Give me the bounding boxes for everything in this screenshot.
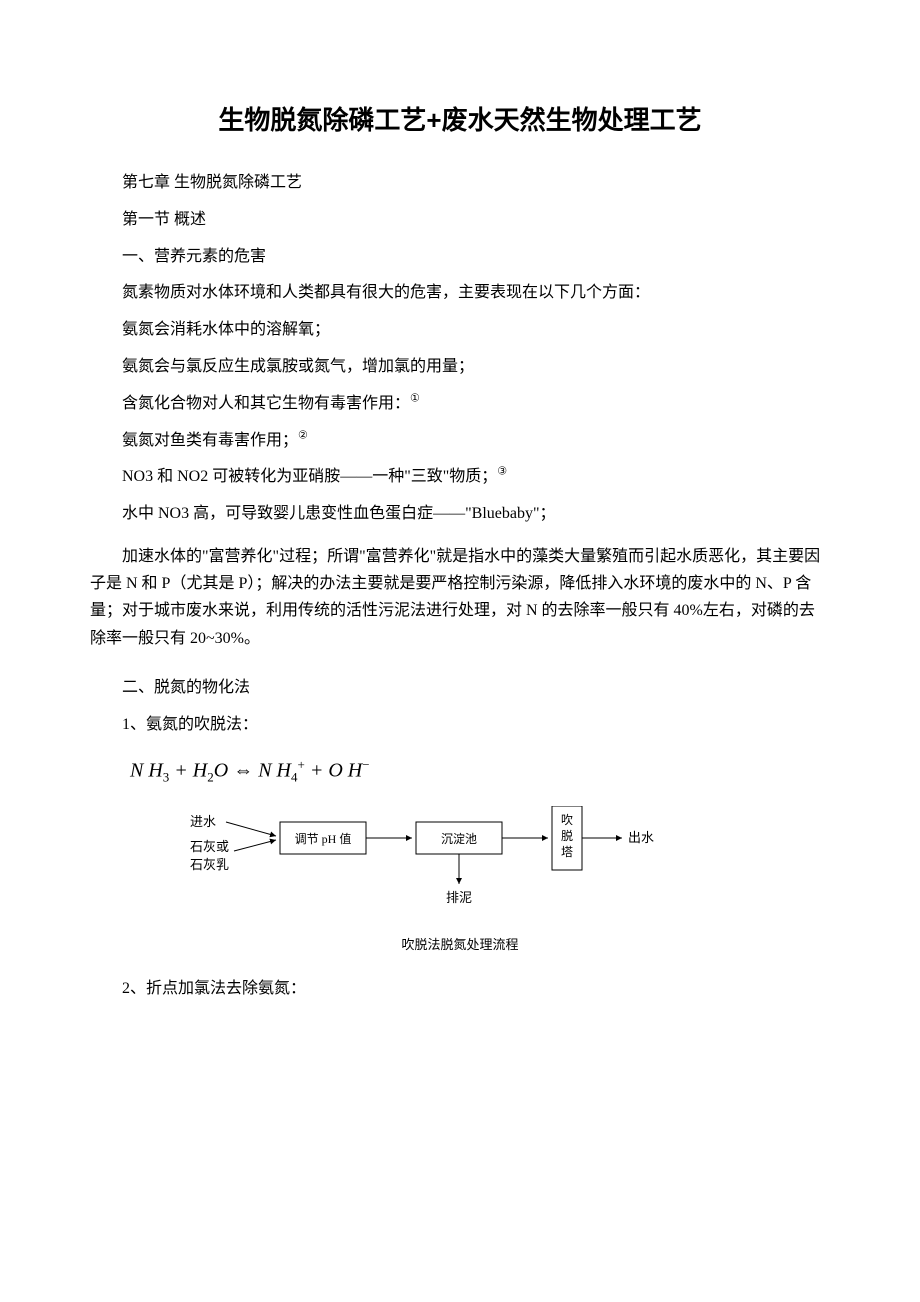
flow-label-lime: 石灰或 — [190, 839, 229, 854]
circled-number-icon: ③ — [497, 466, 507, 478]
circled-number-icon: ② — [298, 429, 308, 441]
flow-box-label: 脱 — [561, 828, 573, 843]
formula-part: H — [193, 760, 207, 782]
flow-label-inflow: 进水 — [190, 814, 216, 829]
formula-sup: + — [298, 757, 305, 772]
flow-label-lime: 石灰乳 — [190, 857, 229, 872]
page-title: 生物脱氮除磷工艺+废水天然生物处理工艺 — [90, 100, 830, 137]
flow-box-label: 沉淀池 — [441, 832, 477, 846]
flow-box-label: 吹 — [561, 813, 573, 827]
body-text: NO3 和 NO2 可被转化为亚硝胺——一种"三致"物质； — [122, 468, 497, 485]
flowchart-diagram: 进水 石灰或 石灰乳 调节 pH 值 沉淀池 吹 脱 塔 出水 排泥 — [190, 806, 830, 926]
body-line: 1、氨氮的吹脱法： — [90, 707, 830, 744]
body-text: 含氮化合物对人和其它生物有毒害作用： — [122, 395, 410, 412]
equilibrium-arrow-icon: ⇔ — [233, 760, 253, 782]
flow-label-sludge: 排泥 — [446, 890, 472, 905]
formula-sub: 3 — [163, 770, 170, 785]
formula-part: N H — [258, 760, 291, 782]
diagram-caption: 吹脱法脱氮处理流程 — [90, 934, 830, 953]
body-line: 含氮化合物对人和其它生物有毒害作用：① — [90, 386, 830, 423]
flow-arrow-icon — [226, 822, 276, 836]
flow-box-label: 塔 — [561, 845, 573, 859]
chemical-formula: N H3 + H2O ⇔ N H4+ + O H− — [130, 757, 830, 786]
flow-box-label: 调节 pH 值 — [295, 831, 352, 846]
body-text: 氨氮对鱼类有毒害作用； — [122, 432, 298, 449]
flowchart-svg: 进水 石灰或 石灰乳 调节 pH 值 沉淀池 吹 脱 塔 出水 排泥 — [190, 806, 690, 926]
body-line: 水中 NO3 高，可导致婴儿患变性血色蛋白症——"Bluebaby"； — [90, 496, 830, 533]
formula-part: O — [214, 760, 228, 782]
formula-part: + — [174, 760, 188, 782]
body-line: 氨氮会与氯反应生成氯胺或氮气，增加氯的用量； — [90, 349, 830, 386]
body-line: 氮素物质对水体环境和人类都具有很大的危害，主要表现在以下几个方面： — [90, 275, 830, 312]
body-line: 2、折点加氯法去除氨氮： — [90, 971, 830, 1008]
body-paragraph: 加速水体的"富营养化"过程；所谓"富营养化"就是指水中的藻类大量繁殖而引起水质恶… — [90, 543, 830, 652]
subsection-1: 一、营养元素的危害 — [90, 239, 830, 276]
formula-part: O H — [328, 760, 362, 782]
chapter-heading: 第七章 生物脱氮除磷工艺 — [90, 165, 830, 202]
formula-part: N H — [130, 760, 163, 782]
section-heading: 第一节 概述 — [90, 202, 830, 239]
body-line: 氨氮对鱼类有毒害作用；② — [90, 423, 830, 460]
body-line: 氨氮会消耗水体中的溶解氧； — [90, 312, 830, 349]
subsection-2: 二、脱氮的物化法 — [90, 670, 830, 707]
formula-part: + — [310, 760, 324, 782]
formula-sup: − — [362, 757, 369, 772]
flow-arrow-icon — [234, 840, 276, 851]
circled-number-icon: ① — [410, 392, 420, 404]
flow-label-outflow: 出水 — [628, 830, 654, 845]
body-line: NO3 和 NO2 可被转化为亚硝胺——一种"三致"物质；③ — [90, 459, 830, 496]
